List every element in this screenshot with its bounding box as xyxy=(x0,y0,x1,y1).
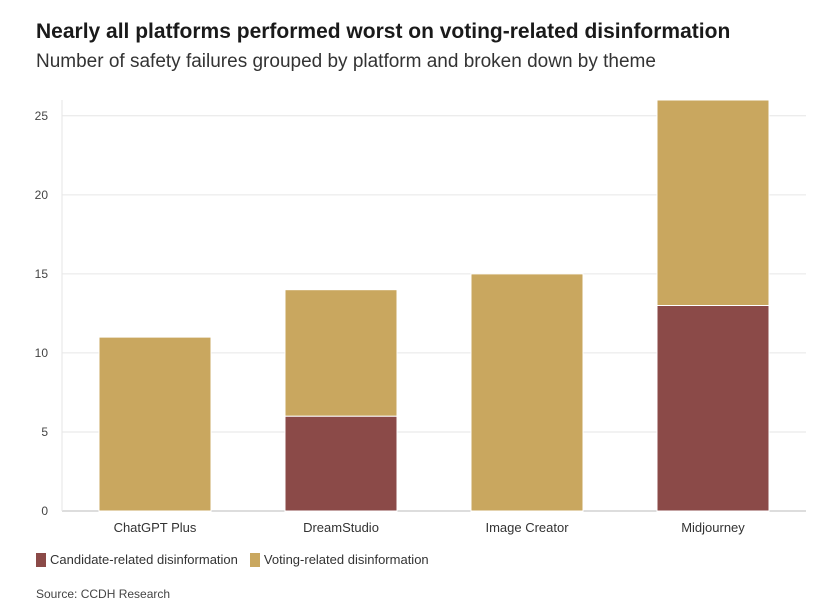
legend-item-voting: Voting-related disinformation xyxy=(249,552,429,567)
y-tick-label: 20 xyxy=(35,188,49,202)
source-note: Source: CCDH Research xyxy=(36,587,171,601)
bar-dreamstudio-series-0 xyxy=(284,415,398,512)
stacked-bar-chart: 0 5 10 15 20 25 ChatGPT Plus DreamStudio Image C… xyxy=(35,99,806,535)
legend: Candidate-related disinformation Voting-… xyxy=(36,552,441,567)
chart-title: Nearly all platforms performed worst on … xyxy=(36,20,731,43)
y-tick-label: 10 xyxy=(35,346,49,360)
y-tick-label: 25 xyxy=(35,109,49,123)
x-tick-label: Midjourney xyxy=(681,520,745,535)
y-tick-label: 0 xyxy=(41,504,48,518)
chart-subtitle: Number of safety failures grouped by pla… xyxy=(36,51,656,72)
legend-swatch-candidate xyxy=(36,552,46,567)
y-tick-label: 5 xyxy=(41,425,48,439)
bar-image-creator-series-1 xyxy=(470,273,584,512)
x-tick-label: ChatGPT Plus xyxy=(114,520,197,535)
legend-label-candidate: Candidate-related disinformation xyxy=(50,552,238,567)
bar-dreamstudio-series-1 xyxy=(284,289,398,417)
bar-chatgpt-plus-series-1 xyxy=(98,336,212,512)
x-tick-label: DreamStudio xyxy=(303,520,379,535)
legend-label-voting: Voting-related disinformation xyxy=(263,552,429,567)
y-tick-label: 15 xyxy=(35,267,49,281)
legend-item-candidate: Candidate-related disinformation xyxy=(36,552,238,567)
bar-midjourney-series-0 xyxy=(656,305,770,512)
bar-midjourney-series-1 xyxy=(656,99,770,306)
x-tick-label: Image Creator xyxy=(485,520,569,535)
legend-swatch-voting xyxy=(249,552,260,567)
